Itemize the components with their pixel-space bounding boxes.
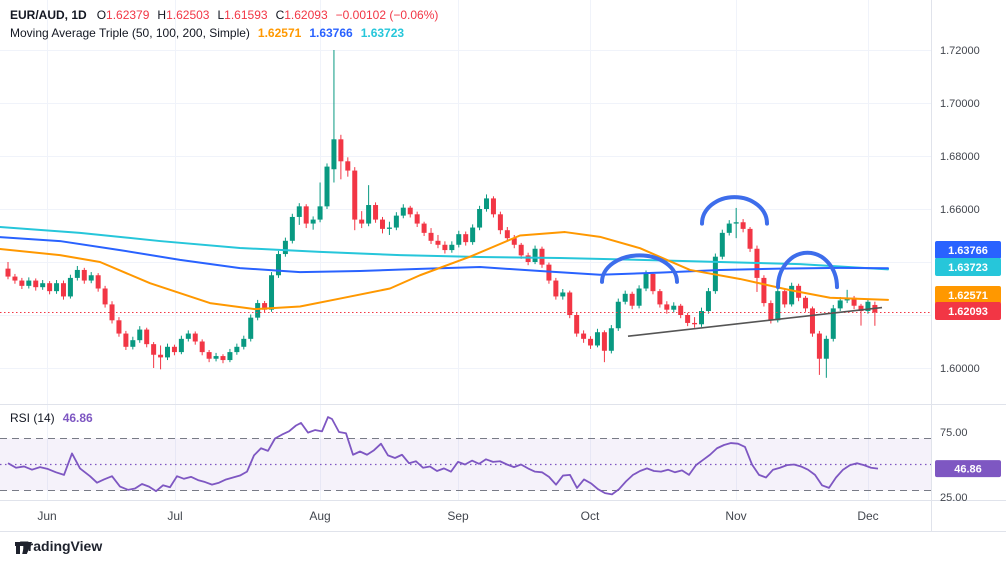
month-tick-label[interactable]: Sep [447,509,469,523]
ma-value: 1.62571 [257,26,302,40]
price-badge [935,302,1001,320]
ohlc-letter: C [275,8,285,22]
ma-indicator-values: 1.62571 1.63766 1.63723 [250,26,404,40]
ohlc-values: O1.62379 H1.62503 L1.61593 C1.62093 [97,8,336,22]
price-tick-label[interactable]: 1.68000 [940,151,980,163]
shoulder-head-arc[interactable] [776,250,839,290]
rsi-line[interactable] [7,416,879,496]
month-tick-label[interactable]: Nov [725,509,746,523]
rsi-indicator-value: 46.86 [62,411,93,425]
month-tick-label[interactable]: Jul [167,509,182,523]
rsi-badge [935,460,1001,478]
ohlc-value: 1.61593 [224,8,268,22]
price-badge-value: 1.63723 [948,262,988,274]
ma-100-line[interactable] [0,236,889,276]
candlestick-series[interactable] [5,50,878,378]
ma-50-line[interactable] [0,231,889,311]
neckline-trendline[interactable] [627,306,883,337]
indicator-header[interactable]: Moving Average Triple (50, 100, 200, Sim… [10,26,404,40]
price-badge-value: 1.62571 [948,290,988,302]
ohlc-letter: O [96,8,107,22]
watermark-text: TradingView [20,538,103,554]
watermark[interactable]: TradingView [14,538,102,554]
ohlc-value: 1.62379 [106,8,150,22]
ma-200-line[interactable] [0,226,889,271]
ohlc-value: 1.62503 [166,8,210,22]
rsi-tick-label[interactable]: 25.00 [940,492,968,504]
price-badge [935,241,1001,259]
rsi-badge-value: 46.86 [954,464,982,476]
symbol-header[interactable]: EUR/AUD, 1D O1.62379 H1.62503 L1.61593 C1.62… [10,8,438,22]
month-tick-label[interactable]: Dec [857,509,878,523]
month-tick-label[interactable]: Oct [581,509,600,523]
month-tick-label[interactable]: Jun [37,509,56,523]
shoulder-head-arc[interactable] [600,253,679,284]
rsi-indicator-label[interactable]: RSI (14) [10,411,55,425]
change-value: −0.00102 (−0.06%) [335,8,439,22]
shoulder-head-arc[interactable] [700,195,769,226]
price-badge-value: 1.63766 [948,245,988,257]
ohlc-value: 1.62093 [284,8,328,22]
ma-value: 1.63723 [360,26,405,40]
ohlc-letter: H [157,8,167,22]
price-badge [935,286,1001,304]
ma-value: 1.63766 [309,26,353,40]
price-tick-label[interactable]: 1.70000 [940,98,980,110]
symbol-title[interactable]: EUR/AUD, 1D [10,8,87,22]
price-badge [935,258,1001,276]
month-tick-label[interactable]: Aug [309,509,330,523]
price-tick-label[interactable]: 1.60000 [940,363,980,375]
rsi-tick-label[interactable]: 75.00 [940,427,968,439]
ohlc-letter: L [217,8,225,22]
rsi-header[interactable]: RSI (14) 46.86 [10,411,93,425]
price-badge-value: 1.62093 [948,306,988,318]
gridlines [0,0,931,500]
price-tick-label[interactable]: 1.72000 [940,45,980,57]
ma-indicator-label[interactable]: Moving Average Triple (50, 100, 200, Sim… [10,26,250,40]
price-tick-label[interactable]: 1.66000 [940,204,980,216]
